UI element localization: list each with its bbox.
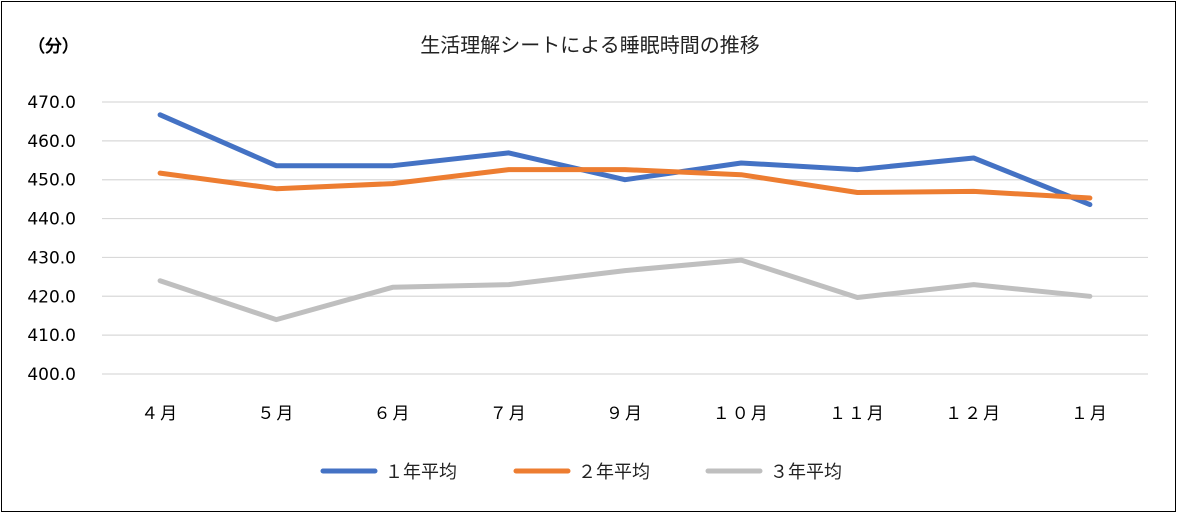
x-tick-label: ６月 bbox=[374, 404, 412, 424]
x-tick-label: １月 bbox=[1071, 404, 1109, 424]
x-tick-label: １２月 bbox=[945, 404, 1002, 424]
y-tick-label: 440.0 bbox=[27, 210, 76, 230]
y-tick-label: 410.0 bbox=[27, 326, 76, 346]
y-tick-label: 420.0 bbox=[27, 287, 76, 307]
x-tick-label: ５月 bbox=[257, 404, 295, 424]
y-tick-label: 450.0 bbox=[27, 171, 76, 191]
y-tick-label: 430.0 bbox=[27, 248, 76, 268]
x-axis-ticks: ４月 ５月 ６月 ７月 ９月 １０月 １１月 １２月 １月 bbox=[141, 404, 1109, 424]
legend: １年平均 ２年平均 ３年平均 bbox=[320, 462, 842, 483]
x-tick-label: １０月 bbox=[713, 404, 770, 424]
y-tick-label: 470.0 bbox=[27, 93, 76, 113]
x-tick-label: ９月 bbox=[606, 404, 644, 424]
x-tick-label: ４月 bbox=[141, 404, 179, 424]
y-unit-label: （分） bbox=[28, 36, 79, 57]
x-tick-label: ７月 bbox=[490, 404, 528, 424]
x-tick-label: １１月 bbox=[829, 404, 886, 424]
series-line-1 bbox=[157, 112, 1093, 208]
series-line-2 bbox=[157, 167, 1093, 201]
y-tick-label: 400.0 bbox=[27, 365, 76, 385]
gridlines bbox=[102, 101, 1148, 375]
chart-title: 生活理解シートによる睡眠時間の推移 bbox=[420, 33, 759, 57]
legend-label: ２年平均 bbox=[578, 462, 650, 483]
series-line-3 bbox=[157, 257, 1093, 323]
y-tick-label: 460.0 bbox=[27, 132, 76, 152]
legend-label: １年平均 bbox=[385, 462, 457, 483]
legend-label: ３年平均 bbox=[770, 462, 842, 483]
y-axis-ticks: 400.0 410.0 420.0 430.0 440.0 450.0 460.0 470.0 bbox=[27, 93, 76, 385]
series-lines bbox=[157, 112, 1093, 323]
